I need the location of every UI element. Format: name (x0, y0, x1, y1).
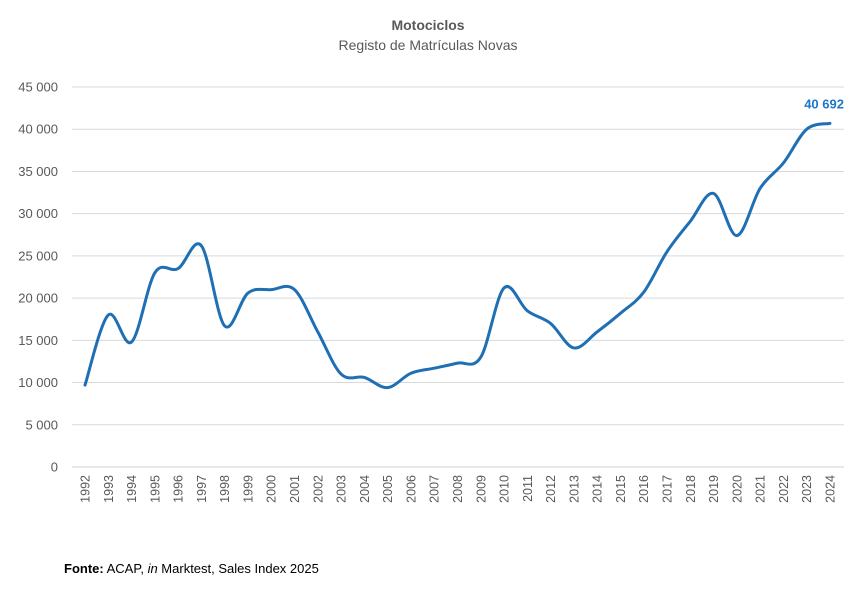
gridlines (72, 86, 844, 468)
y-axis-ticks: 0 5 000 10 000 15 000 20 000 25 000 30 000 35 0… (18, 80, 58, 475)
x-tick-label: 2021 (754, 475, 768, 503)
x-tick-label: 2001 (288, 475, 302, 503)
x-tick-label: 2024 (823, 475, 837, 503)
x-tick-label: 2003 (335, 475, 349, 503)
y-tick-label: 40 000 (18, 122, 58, 137)
x-tick-label: 2016 (637, 475, 651, 503)
x-tick-label: 2018 (684, 475, 698, 503)
y-tick-label: 35 000 (18, 164, 58, 179)
y-tick-label: 5 000 (25, 417, 58, 432)
x-tick-label: 2022 (777, 475, 791, 503)
x-tick-label: 2000 (265, 475, 279, 503)
x-tick-label: 1994 (125, 475, 139, 503)
x-tick-label: 1997 (195, 475, 209, 503)
source-italic: in (147, 561, 158, 576)
y-tick-label: 25 000 (18, 248, 58, 263)
x-tick-label: 2011 (521, 475, 535, 502)
y-tick-label: 20 000 (18, 291, 58, 306)
series-line-0 (83, 121, 832, 390)
x-tick-label: 2017 (661, 475, 675, 503)
x-tick-label: 1999 (241, 475, 255, 503)
x-tick-label: 2023 (800, 475, 814, 503)
x-tick-label: 2012 (544, 475, 558, 503)
source-text-1: ACAP, (103, 561, 148, 576)
source-note: Fonte: ACAP, in Marktest, Sales Index 20… (64, 561, 319, 576)
x-tick-label: 2005 (381, 475, 395, 503)
x-axis-ticks: 1992 1993 1994 1995 1996 1997 1998 1999 2000 2001… (79, 475, 838, 503)
x-tick-label: 2020 (730, 475, 744, 503)
x-tick-label: 2010 (498, 475, 512, 503)
x-tick-label: 2004 (358, 475, 372, 503)
x-tick-label: 1993 (102, 475, 116, 503)
y-tick-label: 10 000 (18, 375, 58, 390)
x-tick-label: 2014 (591, 475, 605, 503)
x-tick-label: 1995 (148, 475, 162, 503)
y-tick-label: 15 000 (18, 333, 58, 348)
data-label-2024: 40 692 (804, 96, 844, 111)
series-layer (83, 121, 832, 390)
chart-subtitle: Registo de Matrículas Novas (338, 37, 518, 53)
y-tick-label: 30 000 (18, 206, 58, 221)
x-tick-label: 2007 (428, 475, 442, 503)
source-prefix: Fonte: (64, 561, 104, 576)
x-tick-label: 1998 (218, 475, 232, 503)
chart-title: Motociclos (391, 17, 465, 33)
x-tick-label: 2006 (404, 475, 418, 503)
y-tick-label: 45 000 (18, 80, 58, 95)
x-tick-label: 2019 (707, 475, 721, 503)
x-tick-label: 2015 (614, 475, 628, 503)
x-tick-label: 1992 (79, 475, 93, 503)
y-tick-label: 0 (51, 460, 58, 475)
x-tick-label: 2008 (451, 475, 465, 503)
x-tick-label: 1996 (172, 475, 186, 503)
x-tick-label: 2009 (474, 475, 488, 503)
x-tick-label: 2002 (311, 475, 325, 503)
source-text-2: Marktest, Sales Index 2025 (157, 561, 319, 576)
x-tick-label: 2013 (567, 475, 581, 503)
data-labels: 40 692 (804, 96, 844, 111)
